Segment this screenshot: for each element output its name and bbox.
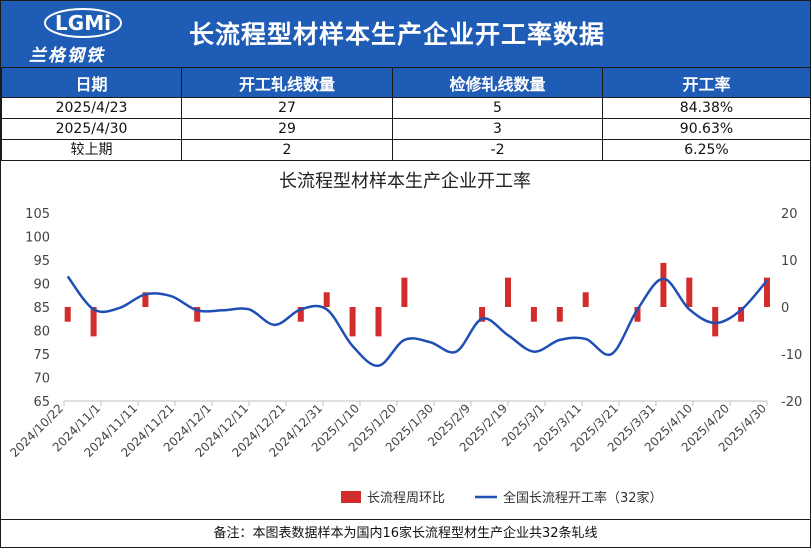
table-cell-date: 2025/4/30 bbox=[1, 118, 182, 140]
bar-series bbox=[64, 262, 770, 337]
bar bbox=[349, 307, 356, 337]
bar bbox=[194, 307, 201, 322]
table-cell-running-lines: 27 bbox=[181, 97, 393, 119]
left-y-tick-label: 100 bbox=[25, 231, 50, 246]
left-y-axis: 105 100 95 90 85 80 75 70 65 bbox=[25, 207, 50, 410]
legend-label-line: 全国长流程开工率（32家） bbox=[503, 490, 663, 506]
table-cell-date: 较上期 bbox=[1, 139, 182, 161]
bar bbox=[738, 307, 745, 322]
table-cell-maintenance-lines: 3 bbox=[392, 118, 603, 140]
bar bbox=[142, 292, 149, 307]
bar bbox=[479, 307, 486, 322]
bar bbox=[634, 307, 641, 322]
line-series bbox=[66, 275, 768, 368]
table-cell-maintenance-lines: 5 bbox=[392, 97, 603, 119]
logo-text: 兰格钢铁 bbox=[29, 46, 105, 66]
table-row: 2025/4/30 29 3 90.63% bbox=[1, 118, 811, 140]
table-cell-operating-rate: 84.38% bbox=[602, 97, 811, 119]
bar bbox=[297, 307, 304, 322]
right-y-tick-label: 20 bbox=[781, 207, 798, 222]
table-cell-operating-rate: 90.63% bbox=[602, 118, 811, 140]
logo-mark-icon: LGMi bbox=[44, 8, 122, 38]
chart-legend: 长流程周环比 全国长流程开工率（32家） bbox=[341, 490, 663, 506]
right-y-tick-label: 0 bbox=[781, 301, 789, 316]
bar bbox=[556, 307, 563, 322]
bar bbox=[401, 277, 408, 307]
bar bbox=[764, 277, 770, 307]
right-y-tick-label: -20 bbox=[781, 395, 802, 410]
column-header-maintenance-lines: 检修轧线数量 bbox=[392, 67, 603, 98]
table-cell-operating-rate: 6.25% bbox=[602, 139, 811, 161]
table-row: 较上期 2 -2 6.25% bbox=[1, 139, 811, 161]
page-title: 长流程型材样本生产企业开工率数据 bbox=[189, 20, 606, 49]
bar bbox=[64, 307, 71, 322]
column-header-operating-rate: 开工率 bbox=[602, 67, 811, 98]
bar bbox=[712, 307, 719, 337]
left-y-tick-label: 90 bbox=[33, 278, 50, 293]
bar bbox=[90, 307, 97, 337]
left-y-tick-label: 70 bbox=[33, 372, 50, 387]
x-axis: 2024/10/222024/11/12024/11/112024/11/212… bbox=[7, 400, 769, 460]
right-y-tick-label: -10 bbox=[781, 348, 802, 363]
left-y-tick-label: 85 bbox=[33, 301, 50, 316]
left-y-tick-label: 80 bbox=[33, 325, 50, 340]
table-row: 2025/4/23 27 5 84.38% bbox=[1, 97, 811, 119]
table-cell-running-lines: 29 bbox=[181, 118, 393, 140]
bar bbox=[530, 307, 537, 322]
table-header-row: 日期 开工轧线数量 检修轧线数量 开工率 bbox=[1, 67, 811, 98]
bar bbox=[323, 292, 330, 307]
left-y-tick-label: 105 bbox=[25, 207, 50, 222]
legend-swatch-bars bbox=[341, 491, 361, 503]
table-cell-maintenance-lines: -2 bbox=[392, 139, 603, 161]
bar bbox=[375, 307, 382, 337]
table-cell-running-lines: 2 bbox=[181, 139, 393, 161]
column-header-date: 日期 bbox=[1, 67, 182, 98]
header-banner: LGMi 兰格钢铁 长流程型材样本生产企业开工率数据 bbox=[1, 1, 810, 67]
left-y-tick-label: 95 bbox=[33, 254, 50, 269]
bar bbox=[686, 277, 693, 307]
legend-label-bars: 长流程周环比 bbox=[367, 491, 445, 506]
stats-table: 日期 开工轧线数量 检修轧线数量 开工率 2025/4/23 27 5 84.3… bbox=[1, 67, 811, 161]
table-cell-date: 2025/4/23 bbox=[1, 97, 182, 119]
logo-mark-text: LGMi bbox=[55, 11, 111, 35]
column-header-running-lines: 开工轧线数量 bbox=[181, 67, 393, 98]
chart-title: 长流程型材样本生产企业开工率 bbox=[279, 171, 531, 192]
bar bbox=[660, 262, 667, 307]
bar bbox=[582, 292, 589, 307]
company-logo: LGMi 兰格钢铁 bbox=[11, 7, 131, 66]
right-y-axis: 20 10 0 -10 -20 bbox=[781, 207, 802, 410]
left-y-tick-label: 65 bbox=[33, 395, 50, 410]
line-path bbox=[66, 275, 768, 368]
footnote: 备注：本图表数据样本为国内16家长流程型材生产企业共32条轧线 bbox=[1, 519, 810, 548]
right-y-tick-label: 10 bbox=[781, 254, 798, 269]
bar bbox=[505, 277, 511, 307]
left-y-tick-label: 75 bbox=[33, 348, 50, 363]
